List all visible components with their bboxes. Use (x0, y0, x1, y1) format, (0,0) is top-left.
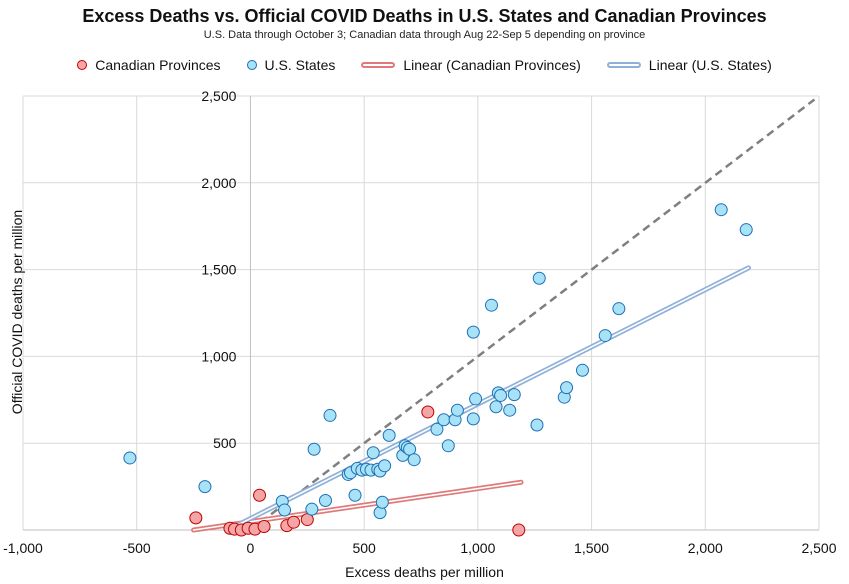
us-point (466, 325, 480, 339)
x-tick-label: -1,000 (3, 540, 43, 556)
x-tick-label: -500 (123, 540, 151, 556)
us-point (407, 453, 421, 467)
legend-item-us-trend: Linear (U.S. States) (606, 57, 772, 73)
legend: Canadian Provinces U.S. States Linear (C… (0, 57, 849, 73)
us-point (612, 302, 626, 316)
us-point (441, 439, 455, 453)
y-tick-label: 2,500 (201, 88, 236, 104)
us-point (560, 381, 574, 395)
us-point (739, 223, 753, 237)
x-tick-label: 1,000 (460, 540, 495, 556)
us-point (366, 446, 380, 460)
us-point (318, 493, 332, 507)
y-tick-label: 2,000 (201, 175, 236, 191)
y-axis-label: Official COVID deaths per million (9, 209, 25, 415)
canada-point (257, 520, 271, 534)
legend-item-canada: Canadian Provinces (77, 57, 221, 73)
us-point (503, 403, 517, 417)
us-point (450, 403, 464, 417)
canada-point (189, 511, 203, 525)
us-point (598, 329, 612, 343)
us-point (430, 422, 444, 436)
us-point (382, 428, 396, 442)
us-point (378, 459, 392, 473)
us-point (305, 502, 319, 516)
x-tick-label: 500 (352, 540, 376, 556)
canada-point (253, 488, 267, 502)
us-point (278, 503, 292, 517)
us-point (373, 506, 387, 520)
x-tick-label: 2,500 (801, 540, 836, 556)
legend-label-us: U.S. States (264, 57, 336, 73)
us-point (489, 400, 503, 414)
x-axis-label: Excess deaths per million (345, 564, 504, 580)
canada-point (512, 523, 526, 537)
legend-label-us-trend: Linear (U.S. States) (648, 57, 772, 73)
legend-label-canada: Canadian Provinces (95, 57, 221, 73)
trendline-inner (226, 267, 750, 531)
x-tick-label: 0 (247, 540, 255, 556)
us-point (437, 413, 451, 427)
legend-line-us-trend (606, 62, 641, 68)
us-point (375, 495, 389, 509)
us-point (466, 412, 480, 426)
us-point (323, 408, 337, 422)
us-point (123, 451, 137, 465)
x-tick-label: 1,500 (574, 540, 609, 556)
legend-item-us: U.S. States (246, 57, 336, 73)
y-tick-label: 1,000 (201, 348, 236, 364)
y-tick-label: 1,500 (201, 262, 236, 278)
legend-item-canada-trend: Linear (Canadian Provinces) (361, 57, 581, 73)
canada-point (421, 405, 435, 419)
us-point (507, 388, 521, 402)
reference-line (249, 98, 816, 531)
us-point (348, 488, 362, 502)
us-point (307, 442, 321, 456)
legend-marker-us (246, 60, 257, 70)
us-point (575, 363, 589, 377)
legend-label-canada-trend: Linear (Canadian Provinces) (403, 57, 581, 73)
chart-subtitle: U.S. Data through October 3; Canadian da… (203, 29, 646, 41)
y-tick-label: 500 (213, 435, 237, 451)
legend-marker-canada (77, 60, 88, 70)
legend-line-canada-trend (361, 62, 396, 68)
us-point (469, 392, 483, 406)
us-point (198, 480, 212, 494)
us-point (494, 388, 508, 402)
us-point (485, 298, 499, 312)
us-point (532, 271, 546, 285)
us-point (530, 418, 544, 432)
us-point (714, 203, 728, 217)
chart-title: Excess Deaths vs. Official COVID Deaths … (82, 6, 767, 26)
x-tick-label: 2,000 (688, 540, 723, 556)
canada-point (287, 515, 301, 529)
